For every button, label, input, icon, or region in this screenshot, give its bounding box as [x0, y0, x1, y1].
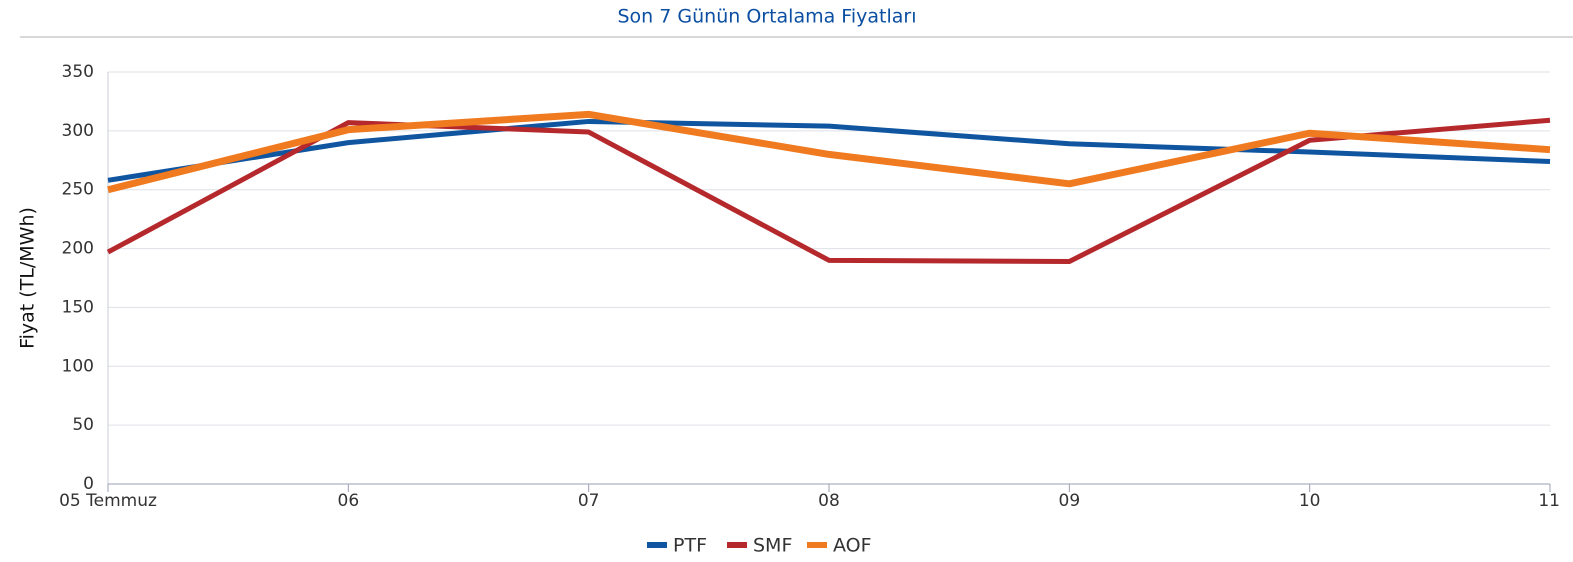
x-tick-label: 05 Temmuz	[59, 491, 157, 511]
y-axis-label: Fiyat (TL/MWh)	[17, 207, 39, 349]
y-tick-label: 150	[62, 297, 94, 317]
y-tick-label: 100	[62, 356, 94, 376]
y-tick-label: 50	[72, 415, 94, 435]
y-tick-label: 200	[62, 239, 94, 259]
legend-label: SMF	[753, 535, 792, 557]
y-tick-label: 350	[62, 62, 94, 82]
x-tick-label: 08	[818, 491, 840, 511]
y-tick-label: 300	[62, 121, 94, 141]
x-tick-label: 09	[1059, 491, 1081, 511]
x-tick-label: 11	[1538, 491, 1560, 511]
y-tick-label: 0	[83, 474, 94, 494]
x-tick-label: 07	[578, 491, 600, 511]
series-line	[107, 110, 1551, 194]
series-line	[107, 118, 1551, 183]
legend-swatch	[647, 542, 667, 548]
chart-title: Son 7 Günün Ortalama Fiyatları	[618, 6, 917, 28]
legend-swatch	[807, 542, 827, 548]
series-line	[106, 117, 1551, 265]
legend-label: AOF	[833, 535, 872, 557]
y-tick-label: 250	[62, 180, 94, 200]
x-tick-label: 10	[1299, 491, 1321, 511]
legend-label: PTF	[673, 535, 707, 557]
x-tick-label: 06	[338, 491, 360, 511]
legend-swatch	[727, 542, 747, 548]
